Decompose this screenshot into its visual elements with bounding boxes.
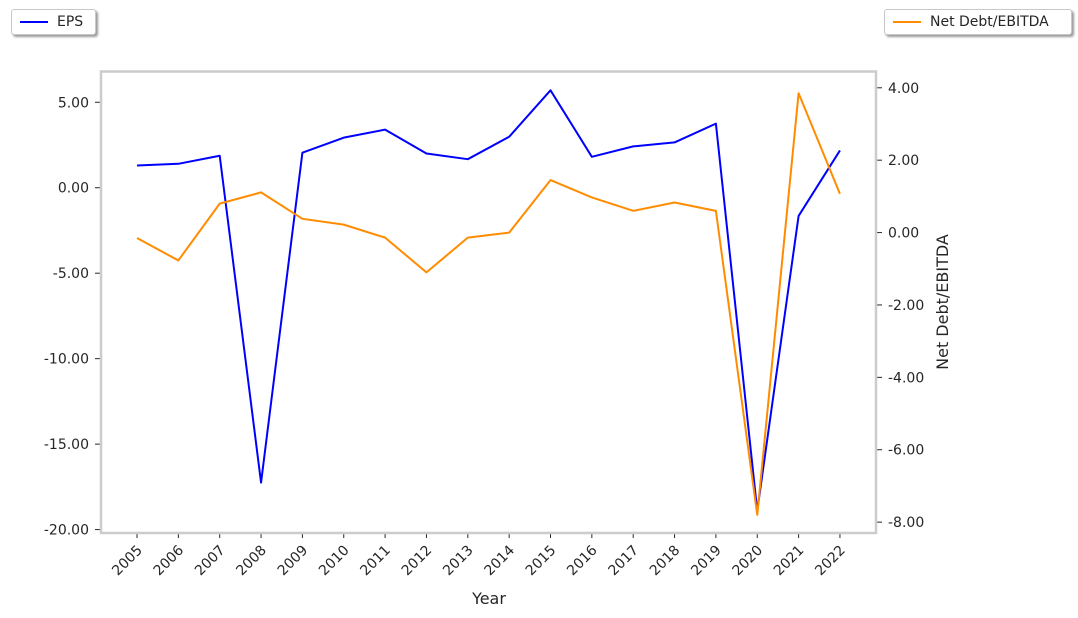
x-tick-label: 2010 — [316, 543, 353, 580]
right-y-tick-label: -6.00 — [888, 443, 924, 459]
legend-net-debt-ebitda: Net Debt/EBITDA — [884, 9, 1072, 35]
x-tick-label: 2013 — [440, 543, 477, 580]
x-tick-label: 2020 — [730, 543, 767, 580]
right-y-axis-label: Net Debt/EBITDA — [933, 234, 952, 370]
left-y-axis: 5.00 0.00 -5.00 -10.00 -15.00 -20.00 — [44, 95, 101, 539]
x-tick-label: 2006 — [151, 542, 188, 579]
right-y-tick-label: 2.00 — [888, 153, 919, 169]
x-axis: 2005 2006 2007 2008 2009 2010 2011 2012 2013 2014… — [109, 533, 849, 580]
x-tick-label: 2008 — [233, 543, 270, 580]
x-tick-label: 2022 — [812, 543, 849, 580]
x-tick-label: 2017 — [606, 543, 643, 580]
x-tick-label: 2016 — [564, 542, 601, 579]
x-tick-label: 2018 — [647, 543, 684, 580]
series-layer — [136, 89, 841, 516]
x-tick-label: 2014 — [481, 542, 518, 579]
x-tick-label: 2005 — [109, 543, 146, 580]
right-y-axis: 4.00 2.00 0.00 -2.00 -4.00 -6.00 -8.00 — [876, 81, 924, 531]
x-tick-label: 2011 — [357, 543, 394, 580]
x-tick-label: 2015 — [523, 543, 560, 580]
x-tick-label: 2021 — [771, 543, 808, 580]
legend-eps: EPS — [11, 9, 96, 35]
x-tick-label: 2019 — [688, 543, 725, 580]
legend-net-debt-ebitda-label: Net Debt/EBITDA — [930, 14, 1049, 30]
x-tick-label: 2012 — [399, 543, 436, 580]
x-axis-label: Year — [471, 589, 506, 608]
legend-net-debt-ebitda-swatch — [893, 21, 921, 23]
right-y-tick-label: -4.00 — [888, 370, 924, 386]
right-y-tick-label: -2.00 — [888, 298, 924, 314]
left-y-tick-label: -20.00 — [44, 523, 89, 539]
x-tick-label: 2009 — [275, 543, 312, 580]
right-y-tick-label: -8.00 — [888, 515, 924, 531]
left-y-tick-label: 5.00 — [58, 95, 89, 111]
legend-eps-label: EPS — [57, 14, 84, 30]
left-y-tick-label: -10.00 — [44, 352, 89, 368]
legend-eps-swatch — [20, 21, 48, 23]
series-line-eps — [136, 89, 841, 512]
left-y-tick-label: -15.00 — [44, 437, 89, 453]
left-y-tick-label: 0.00 — [58, 181, 89, 197]
left-y-tick-label: -5.00 — [53, 266, 89, 282]
plot-frame — [99, 70, 878, 535]
right-y-tick-label: 4.00 — [888, 81, 919, 97]
series-line-net-debt-ebitda — [136, 92, 841, 516]
right-y-tick-label: 0.00 — [888, 226, 919, 242]
x-tick-label: 2007 — [192, 543, 229, 580]
